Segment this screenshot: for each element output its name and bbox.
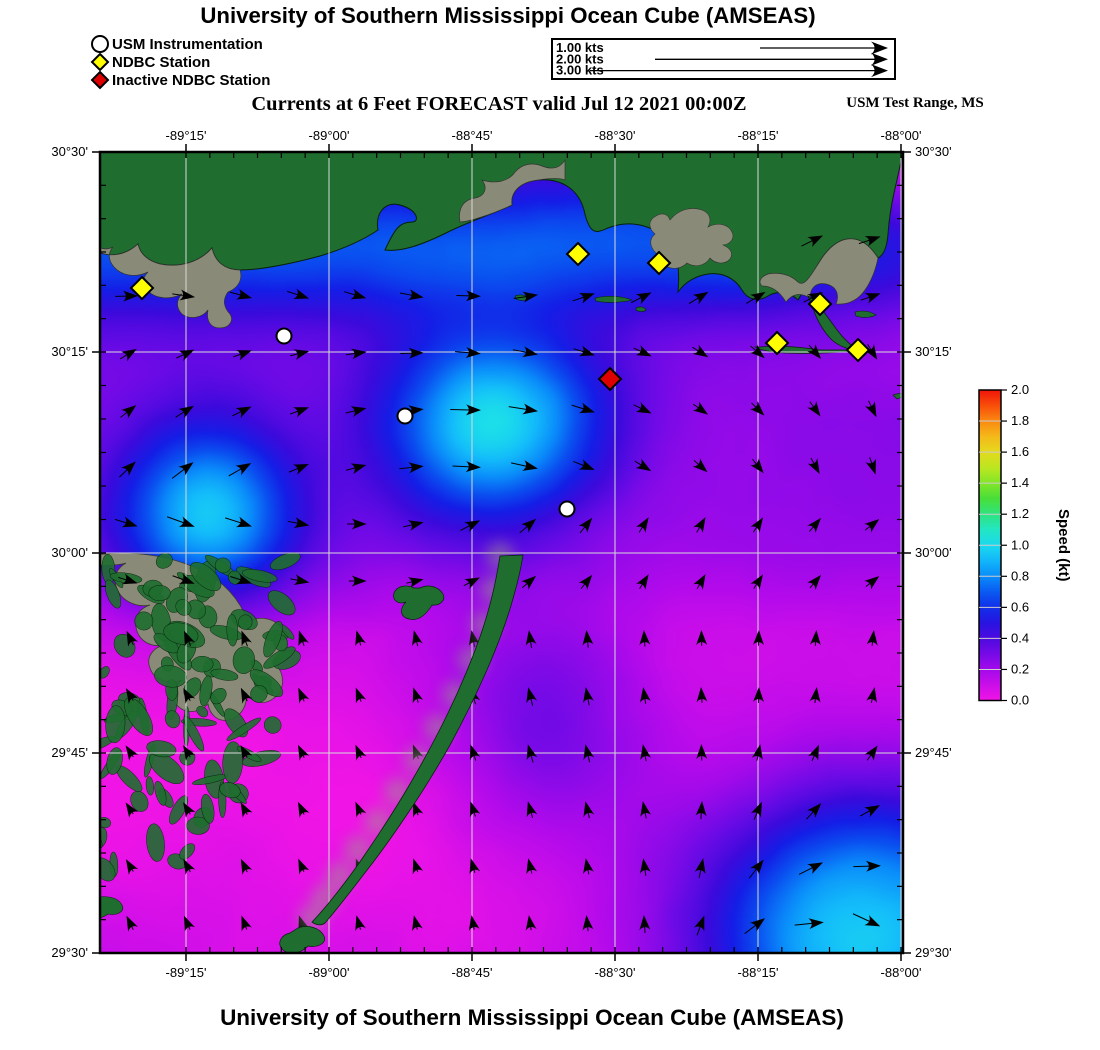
svg-text:1.2: 1.2	[1011, 506, 1029, 521]
svg-text:USM Test Range, MS: USM Test Range, MS	[846, 95, 984, 111]
svg-text:30°30': 30°30'	[51, 144, 88, 159]
svg-text:29°45': 29°45'	[915, 745, 952, 760]
svg-text:-88°30': -88°30'	[595, 965, 636, 980]
svg-text:-89°00': -89°00'	[309, 128, 350, 143]
svg-text:1.6: 1.6	[1011, 444, 1029, 459]
svg-text:1.8: 1.8	[1011, 413, 1029, 428]
svg-text:-88°00': -88°00'	[881, 128, 922, 143]
svg-text:0.8: 0.8	[1011, 568, 1029, 583]
svg-text:NDBC Station: NDBC Station	[112, 54, 210, 71]
svg-text:-88°15': -88°15'	[738, 965, 779, 980]
svg-text:29°30': 29°30'	[51, 945, 88, 960]
svg-text:-88°30': -88°30'	[595, 128, 636, 143]
svg-text:Speed (kt): Speed (kt)	[1055, 509, 1072, 582]
svg-text:University of Southern Mississ: University of Southern Mississippi Ocean…	[220, 1005, 844, 1030]
svg-text:30°15': 30°15'	[915, 344, 952, 359]
svg-text:0.6: 0.6	[1011, 599, 1029, 614]
svg-text:0.2: 0.2	[1011, 661, 1029, 676]
svg-text:2.0: 2.0	[1011, 382, 1029, 397]
svg-text:1.4: 1.4	[1011, 475, 1029, 490]
svg-text:Currents at 6 Feet FORECAST va: Currents at 6 Feet FORECAST valid Jul 12…	[251, 93, 746, 115]
svg-text:0.0: 0.0	[1011, 693, 1029, 708]
svg-text:1.0: 1.0	[1011, 537, 1029, 552]
svg-text:USM Instrumentation: USM Instrumentation	[112, 36, 263, 53]
svg-text:30°30': 30°30'	[915, 144, 952, 159]
svg-text:University of Southern Mississ: University of Southern Mississippi Ocean…	[200, 3, 815, 28]
svg-text:-88°15': -88°15'	[738, 128, 779, 143]
svg-text:-88°45': -88°45'	[452, 965, 493, 980]
svg-text:-88°00': -88°00'	[881, 965, 922, 980]
svg-text:-89°15': -89°15'	[166, 128, 207, 143]
svg-text:29°30': 29°30'	[915, 945, 952, 960]
svg-text:-89°00': -89°00'	[309, 965, 350, 980]
svg-text:-89°15': -89°15'	[166, 965, 207, 980]
svg-text:30°15': 30°15'	[51, 344, 88, 359]
svg-text:30°00': 30°00'	[51, 545, 88, 560]
svg-text:-88°45': -88°45'	[452, 128, 493, 143]
svg-text:29°45': 29°45'	[51, 745, 88, 760]
svg-text:0.4: 0.4	[1011, 630, 1029, 645]
svg-text:Inactive NDBC Station: Inactive NDBC Station	[112, 72, 270, 89]
svg-text:30°00': 30°00'	[915, 545, 952, 560]
